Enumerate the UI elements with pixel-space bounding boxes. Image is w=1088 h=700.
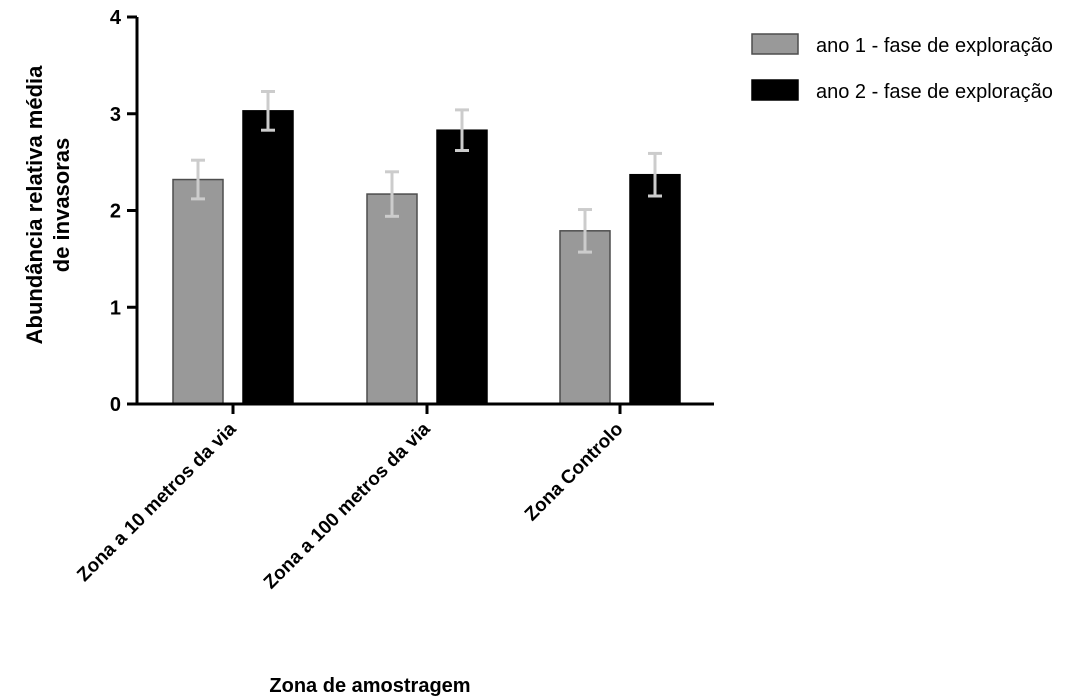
y-tick-label-0: 0 <box>110 394 121 416</box>
legend-swatch-ano-2 <box>751 79 799 101</box>
bar-series-2-cat-1 <box>242 110 294 405</box>
x-tick-label-1: Zona a 10 metros da via <box>73 418 240 585</box>
bars-layer <box>172 110 681 405</box>
y-tick-label-2: 2 <box>110 201 121 223</box>
y-tick-label-3: 3 <box>110 104 121 126</box>
y-axis-label-line-2: de invasoras <box>49 138 74 273</box>
bar-series-1-cat-2 <box>366 193 418 405</box>
bar-series-1-cat-3 <box>559 230 611 405</box>
y-ticks: 0 1 2 3 4 <box>110 7 137 416</box>
x-tick-label-2: Zona a 100 metros da via <box>260 418 435 593</box>
x-axis-label: Zona de amostragem <box>269 675 470 697</box>
bar-series-2-cat-2 <box>436 129 488 405</box>
legend: ano 1 - fase de exploração ano 2 - fase … <box>751 33 1053 103</box>
y-tick-label-1: 1 <box>110 297 121 319</box>
y-axis-label-line-1: Abundância relativa média <box>22 65 47 345</box>
x-tick-label-3: Zona Controlo <box>521 419 628 526</box>
bar-series-2-cat-3 <box>629 173 681 405</box>
y-tick-label-4: 4 <box>110 7 122 29</box>
legend-label-ano-1: ano 1 - fase de exploração <box>816 35 1053 57</box>
legend-label-ano-2: ano 2 - fase de exploração <box>816 81 1053 103</box>
bar-series-1-cat-1 <box>172 178 224 405</box>
x-ticks: Zona a 10 metros da via Zona a 100 metros… <box>73 404 628 593</box>
error-bars-layer <box>191 89 662 254</box>
legend-swatch-ano-1 <box>751 33 799 55</box>
